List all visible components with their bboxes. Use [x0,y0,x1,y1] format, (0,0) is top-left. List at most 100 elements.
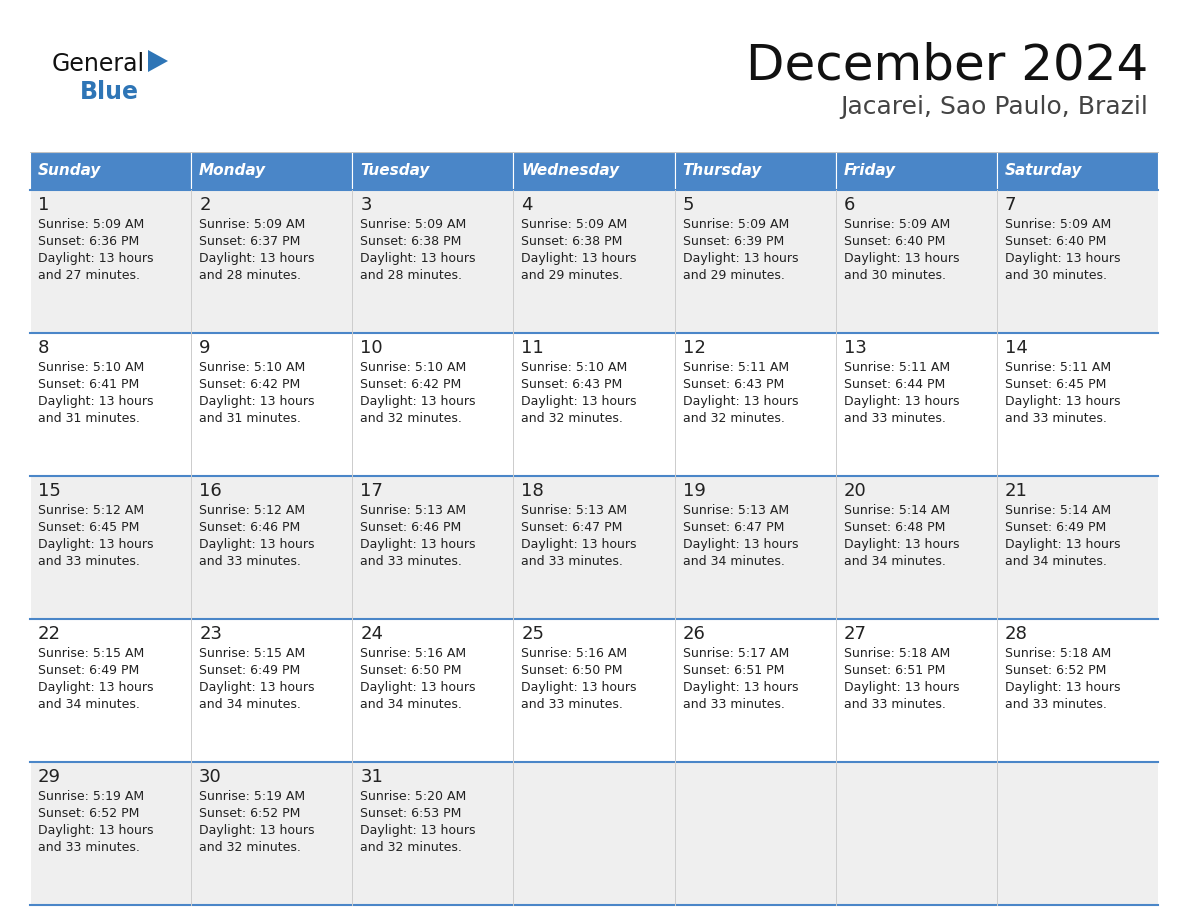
Text: December 2024: December 2024 [746,42,1148,90]
Text: Sunrise: 5:16 AM: Sunrise: 5:16 AM [360,647,467,660]
Text: Sunset: 6:43 PM: Sunset: 6:43 PM [522,378,623,391]
Text: Sunrise: 5:10 AM: Sunrise: 5:10 AM [522,361,627,374]
Text: Daylight: 13 hours: Daylight: 13 hours [360,252,475,265]
Text: Sunrise: 5:09 AM: Sunrise: 5:09 AM [200,218,305,231]
Text: 20: 20 [843,482,866,500]
Text: Daylight: 13 hours: Daylight: 13 hours [360,824,475,837]
Text: Sunset: 6:49 PM: Sunset: 6:49 PM [200,664,301,677]
Text: Sunrise: 5:15 AM: Sunrise: 5:15 AM [200,647,305,660]
Text: and 30 minutes.: and 30 minutes. [1005,269,1107,282]
Text: Daylight: 13 hours: Daylight: 13 hours [38,252,153,265]
Text: Sunset: 6:38 PM: Sunset: 6:38 PM [360,235,462,248]
Bar [675,190,835,333]
Text: 1: 1 [38,196,50,214]
Text: and 33 minutes.: and 33 minutes. [1005,698,1107,711]
Text: and 34 minutes.: and 34 minutes. [1005,555,1107,568]
Text: and 30 minutes.: and 30 minutes. [843,269,946,282]
Text: and 29 minutes.: and 29 minutes. [522,269,624,282]
Text: Sunset: 6:52 PM: Sunset: 6:52 PM [38,807,139,820]
Text: 9: 9 [200,339,210,357]
Text: 26: 26 [683,625,706,643]
Text: Daylight: 13 hours: Daylight: 13 hours [1005,252,1120,265]
Text: Sunrise: 5:13 AM: Sunrise: 5:13 AM [360,504,467,517]
Text: and 33 minutes.: and 33 minutes. [360,555,462,568]
Text: Sunrise: 5:11 AM: Sunrise: 5:11 AM [683,361,789,374]
Text: 8: 8 [38,339,50,357]
Text: Sunrise: 5:14 AM: Sunrise: 5:14 AM [1005,504,1111,517]
Text: Sunrise: 5:10 AM: Sunrise: 5:10 AM [200,361,305,374]
Text: 10: 10 [360,339,383,357]
Text: Daylight: 13 hours: Daylight: 13 hours [360,681,475,694]
Text: Daylight: 13 hours: Daylight: 13 hours [522,252,637,265]
Text: and 28 minutes.: and 28 minutes. [360,269,462,282]
Text: Daylight: 13 hours: Daylight: 13 hours [843,252,959,265]
Text: Sunset: 6:47 PM: Sunset: 6:47 PM [522,521,623,534]
Text: 6: 6 [843,196,855,214]
Text: and 34 minutes.: and 34 minutes. [843,555,946,568]
Bar [30,476,191,619]
Text: Sunset: 6:45 PM: Sunset: 6:45 PM [38,521,139,534]
Bar [997,190,1158,333]
Text: Sunset: 6:51 PM: Sunset: 6:51 PM [843,664,946,677]
Text: Sunset: 6:48 PM: Sunset: 6:48 PM [843,521,946,534]
Bar [835,762,997,905]
Text: and 31 minutes.: and 31 minutes. [200,412,301,425]
Text: 29: 29 [38,768,61,786]
Bar [675,476,835,619]
Text: Sunrise: 5:09 AM: Sunrise: 5:09 AM [683,218,789,231]
Text: and 32 minutes.: and 32 minutes. [200,841,301,854]
Text: 17: 17 [360,482,384,500]
Text: 5: 5 [683,196,694,214]
Bar [30,190,191,333]
Polygon shape [148,50,168,72]
Bar [30,333,191,476]
Bar [675,762,835,905]
Bar [191,619,353,762]
Text: and 33 minutes.: and 33 minutes. [522,555,624,568]
Text: Sunrise: 5:09 AM: Sunrise: 5:09 AM [843,218,950,231]
Text: Sunset: 6:46 PM: Sunset: 6:46 PM [360,521,461,534]
Text: Daylight: 13 hours: Daylight: 13 hours [38,538,153,551]
Text: 24: 24 [360,625,384,643]
Text: Sunset: 6:51 PM: Sunset: 6:51 PM [683,664,784,677]
Bar [513,476,675,619]
Text: 7: 7 [1005,196,1017,214]
Text: and 28 minutes.: and 28 minutes. [200,269,301,282]
Bar [353,762,513,905]
Text: 18: 18 [522,482,544,500]
Text: Sunrise: 5:19 AM: Sunrise: 5:19 AM [200,790,305,803]
Text: 21: 21 [1005,482,1028,500]
Text: Sunset: 6:45 PM: Sunset: 6:45 PM [1005,378,1106,391]
Text: Monday: Monday [200,163,266,178]
Text: 3: 3 [360,196,372,214]
Text: Sunday: Sunday [38,163,101,178]
Text: Daylight: 13 hours: Daylight: 13 hours [360,538,475,551]
Bar [997,333,1158,476]
Text: Sunrise: 5:10 AM: Sunrise: 5:10 AM [360,361,467,374]
Text: Daylight: 13 hours: Daylight: 13 hours [360,395,475,408]
Bar [513,152,675,190]
Bar [513,333,675,476]
Text: Daylight: 13 hours: Daylight: 13 hours [843,681,959,694]
Text: Sunset: 6:53 PM: Sunset: 6:53 PM [360,807,462,820]
Text: 11: 11 [522,339,544,357]
Text: 28: 28 [1005,625,1028,643]
Text: Daylight: 13 hours: Daylight: 13 hours [843,395,959,408]
Text: Daylight: 13 hours: Daylight: 13 hours [38,395,153,408]
Text: Daylight: 13 hours: Daylight: 13 hours [200,538,315,551]
Bar [997,619,1158,762]
Text: 31: 31 [360,768,384,786]
Text: Sunrise: 5:12 AM: Sunrise: 5:12 AM [200,504,305,517]
Bar [997,762,1158,905]
Text: Sunrise: 5:13 AM: Sunrise: 5:13 AM [683,504,789,517]
Text: and 33 minutes.: and 33 minutes. [1005,412,1107,425]
Text: Sunset: 6:40 PM: Sunset: 6:40 PM [843,235,946,248]
Text: Sunrise: 5:10 AM: Sunrise: 5:10 AM [38,361,144,374]
Bar [191,476,353,619]
Bar [835,476,997,619]
Text: Sunset: 6:42 PM: Sunset: 6:42 PM [200,378,301,391]
Text: and 33 minutes.: and 33 minutes. [200,555,301,568]
Bar [513,190,675,333]
Bar [191,333,353,476]
Text: Sunrise: 5:18 AM: Sunrise: 5:18 AM [843,647,950,660]
